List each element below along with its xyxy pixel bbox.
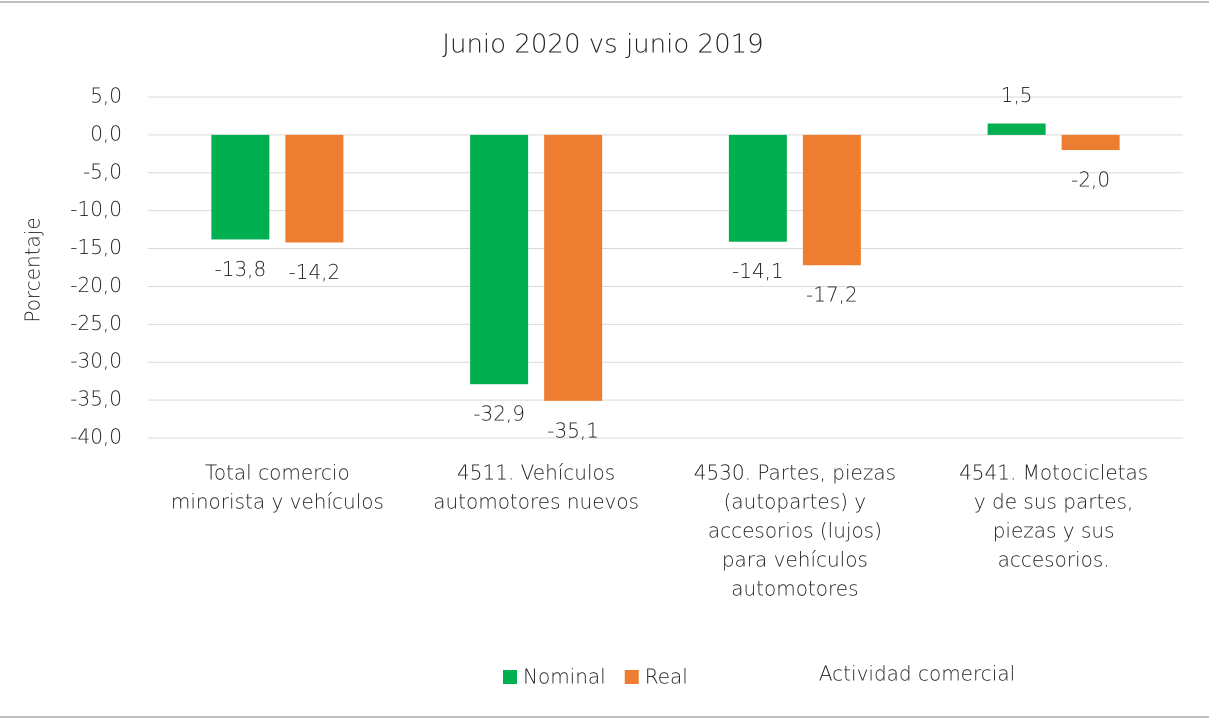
y-tick-label: -10,0 [70, 197, 122, 221]
legend-label: Real [645, 665, 688, 689]
bar [802, 134, 861, 266]
x-tick-label: automotores [731, 577, 858, 601]
data-label: -13,8 [215, 257, 267, 281]
data-label: -35,1 [547, 418, 599, 442]
y-tick-label: -5,0 [83, 159, 122, 183]
x-tick-label: piezas y sus [993, 519, 1115, 543]
data-label: -17,2 [806, 283, 858, 307]
bar [470, 134, 529, 385]
y-tick-label: -40,0 [70, 425, 122, 449]
y-axis-title: Porcentaje [21, 217, 45, 322]
bar [1061, 134, 1120, 151]
y-tick-label: -15,0 [70, 235, 122, 259]
legend-swatch [503, 670, 517, 684]
bar [211, 134, 270, 240]
x-tick-label: accesorios (lujos) [708, 519, 882, 543]
x-tick-label: (autopartes) y [724, 490, 867, 514]
x-tick-label: Total comercio [205, 461, 350, 485]
bar [285, 134, 344, 243]
bar [987, 123, 1046, 135]
x-tick-label: para vehículos [722, 548, 868, 572]
legend-swatch [624, 670, 639, 684]
y-tick-label: -35,0 [70, 387, 122, 411]
legend-label: Nominal [523, 665, 606, 689]
y-tick-label: -25,0 [70, 311, 122, 335]
chart-title: Junio 2020 vs junio 2019 [442, 30, 763, 60]
bar [544, 134, 603, 401]
x-tick-label: y de sus partes, [974, 490, 1134, 514]
x-axis-title: Actividad comercial [819, 662, 1015, 686]
x-tick-label: accesorios. [998, 548, 1110, 572]
x-tick-label: 4530. Partes, piezas [694, 461, 896, 485]
x-tick-label: minorista y vehículos [171, 490, 384, 514]
data-label: -14,1 [732, 259, 784, 283]
x-tick-label: 4541. Motocicletas [959, 461, 1148, 485]
y-tick-label: 5,0 [90, 84, 122, 108]
data-label: -32,9 [473, 402, 525, 426]
data-label: 1,5 [1001, 83, 1033, 107]
y-tick-label: 0,0 [90, 121, 122, 145]
x-tick-label: automotores nuevos [433, 490, 639, 514]
bar [728, 134, 787, 242]
x-tick-label: 4511. Vehículos [457, 461, 615, 485]
data-label: -2,0 [1071, 168, 1110, 192]
data-label: -14,2 [289, 260, 341, 284]
y-tick-label: -30,0 [70, 349, 122, 373]
y-tick-label: -20,0 [70, 273, 122, 297]
